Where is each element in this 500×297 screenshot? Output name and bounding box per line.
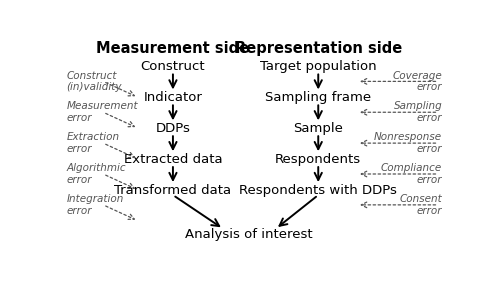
Text: Coverage
error: Coverage error — [392, 71, 442, 92]
Text: DDPs: DDPs — [156, 122, 190, 135]
Text: Sample: Sample — [294, 122, 343, 135]
Text: Construct
(in)validity: Construct (in)validity — [66, 71, 122, 92]
Text: Extracted data: Extracted data — [124, 153, 222, 166]
Text: Indicator: Indicator — [144, 91, 203, 104]
Text: Compliance
error: Compliance error — [381, 163, 442, 185]
Text: Target population: Target population — [260, 60, 376, 73]
Text: Respondents: Respondents — [275, 153, 362, 166]
Text: Transformed data: Transformed data — [114, 184, 232, 197]
Text: Measurement
error: Measurement error — [66, 102, 138, 123]
Text: Extraction
error: Extraction error — [66, 132, 120, 154]
Text: Respondents with DDPs: Respondents with DDPs — [240, 184, 397, 197]
Text: Construct: Construct — [140, 60, 205, 73]
Text: Measurement side: Measurement side — [96, 41, 250, 56]
Text: Sampling frame: Sampling frame — [265, 91, 372, 104]
Text: Representation side: Representation side — [234, 41, 402, 56]
Text: Analysis of interest: Analysis of interest — [184, 228, 312, 241]
Text: Integration
error: Integration error — [66, 194, 124, 216]
Text: Consent
error: Consent error — [400, 194, 442, 216]
Text: Sampling
error: Sampling error — [394, 102, 442, 123]
Text: Algorithmic
error: Algorithmic error — [66, 163, 126, 185]
Text: Nonresponse
error: Nonresponse error — [374, 132, 442, 154]
